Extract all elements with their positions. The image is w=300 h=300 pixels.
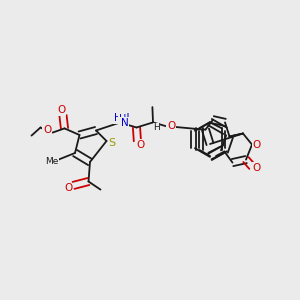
Text: H: H: [153, 123, 160, 132]
Text: H: H: [119, 114, 126, 124]
Text: O: O: [42, 127, 51, 137]
Text: O: O: [57, 105, 66, 115]
Text: O: O: [167, 121, 175, 131]
Text: HN: HN: [114, 113, 129, 123]
Text: O: O: [136, 140, 145, 150]
Text: O: O: [252, 163, 261, 173]
Text: S: S: [108, 137, 116, 148]
Text: Me: Me: [45, 158, 58, 166]
Text: O: O: [43, 125, 51, 135]
Text: O: O: [64, 183, 72, 194]
Text: N: N: [121, 118, 129, 128]
Text: O: O: [252, 140, 261, 150]
